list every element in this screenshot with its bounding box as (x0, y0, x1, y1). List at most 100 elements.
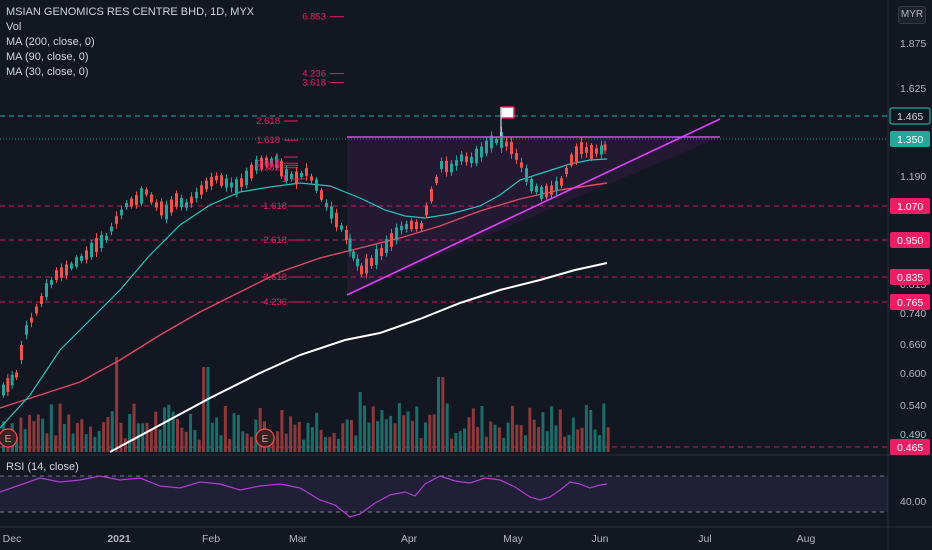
candle-body (230, 182, 233, 188)
fib-level-label: 1.618 (256, 135, 280, 146)
y-tick-label: 0.740 (900, 308, 926, 320)
candle-body (60, 267, 63, 278)
volume-bar (75, 423, 79, 452)
volume-bar (510, 405, 514, 452)
candle-body (50, 280, 53, 285)
volume-bar (245, 433, 249, 452)
volume-bar (332, 432, 336, 452)
x-tick-label: Apr (401, 533, 418, 545)
volume-bar (241, 431, 245, 452)
legend-vol: Vol (6, 21, 22, 33)
volume-bar (471, 408, 475, 452)
candle-body (445, 160, 448, 173)
volume-bar (567, 434, 571, 452)
volume-bar (284, 433, 288, 452)
candle-body (235, 179, 238, 195)
fib-level-label: 6.853 (302, 12, 326, 23)
candle-body (6, 378, 10, 392)
volume-bar (480, 406, 484, 452)
candle-body (410, 220, 413, 230)
candle-body (570, 154, 573, 166)
candle-body (348, 238, 352, 252)
candle-body (175, 193, 178, 207)
volume-bar (223, 405, 227, 452)
volume-bar (589, 409, 593, 452)
volume-bar (397, 403, 401, 452)
chart-legend: MSIAN GENOMICS RES CENTRE BHD, 1D, MYX V… (6, 5, 254, 80)
volume-bar (489, 421, 493, 452)
volume-bar (93, 436, 97, 452)
candle-body (65, 264, 68, 276)
volume-bar (454, 433, 458, 452)
volume-bar (571, 417, 575, 452)
y-tick-label: 1.625 (900, 83, 926, 95)
volume-bar (376, 421, 380, 452)
volume-bar (450, 438, 454, 452)
currency-scale-button[interactable]: MYR (898, 6, 926, 24)
volume-bar (371, 406, 375, 452)
price-tag (890, 294, 930, 310)
volume-bar (154, 411, 158, 452)
ma200-line (109, 262, 608, 453)
x-tick-label: May (503, 533, 524, 545)
candle-body (335, 212, 338, 228)
candle-body (430, 188, 433, 202)
candle-body (285, 169, 288, 181)
volume-bar (67, 414, 71, 452)
candle-body (145, 189, 148, 195)
candle-body (200, 185, 203, 195)
candle-body (10, 374, 14, 386)
y-tick-label: 0.540 (900, 400, 926, 412)
volume-bar (415, 406, 419, 452)
candle-body (475, 148, 478, 164)
candle-body (25, 325, 28, 335)
volume-bar (476, 426, 480, 452)
candle-body (300, 172, 303, 178)
volume-bar (363, 405, 367, 452)
volume-bar (467, 417, 471, 452)
candle-body (360, 265, 363, 275)
volume-bar (132, 403, 136, 452)
volume-bar (367, 422, 371, 452)
volume-bar (210, 422, 214, 452)
volume-bar (197, 439, 201, 452)
fib-level-label: 1 (275, 152, 280, 163)
fib-shaded-area (347, 137, 720, 295)
volume-bar (328, 436, 332, 452)
candle-body (225, 178, 228, 188)
x-tick-label: Feb (202, 533, 220, 545)
volume-bar (354, 435, 358, 452)
candle-body (595, 148, 598, 154)
volume-bar (310, 427, 314, 452)
x-tick-label: Dec (3, 533, 22, 545)
volume-bar (89, 426, 92, 452)
candle-body (425, 205, 428, 216)
candle-body (560, 178, 563, 186)
y-tick-label: 1.875 (900, 38, 926, 50)
candle-body (55, 270, 58, 280)
candle-body (100, 234, 103, 249)
volume-bar (537, 426, 541, 452)
x-tick-label: Mar (289, 533, 308, 545)
volume-bar (515, 424, 519, 452)
candle-body (170, 199, 173, 213)
fib-level-label: 0.618 (256, 158, 280, 169)
volume-bar (602, 403, 606, 452)
volume-bar (236, 414, 240, 452)
volume-bar (541, 412, 545, 452)
volume-bar (502, 437, 506, 452)
volume-bar (149, 429, 153, 452)
fib-level-label: 4.236 (263, 297, 287, 308)
volume-bar (123, 438, 127, 452)
candle-body (280, 160, 283, 177)
fib-level-label: 1.618 (263, 201, 287, 212)
volume-bar (580, 427, 584, 452)
volume-bar (128, 414, 132, 452)
volume-bar (484, 436, 488, 452)
candle-body (375, 249, 378, 265)
x-tick-label: Aug (797, 533, 816, 545)
candle-body (80, 255, 83, 262)
volume-bar (106, 417, 110, 452)
candle-body (290, 173, 293, 180)
